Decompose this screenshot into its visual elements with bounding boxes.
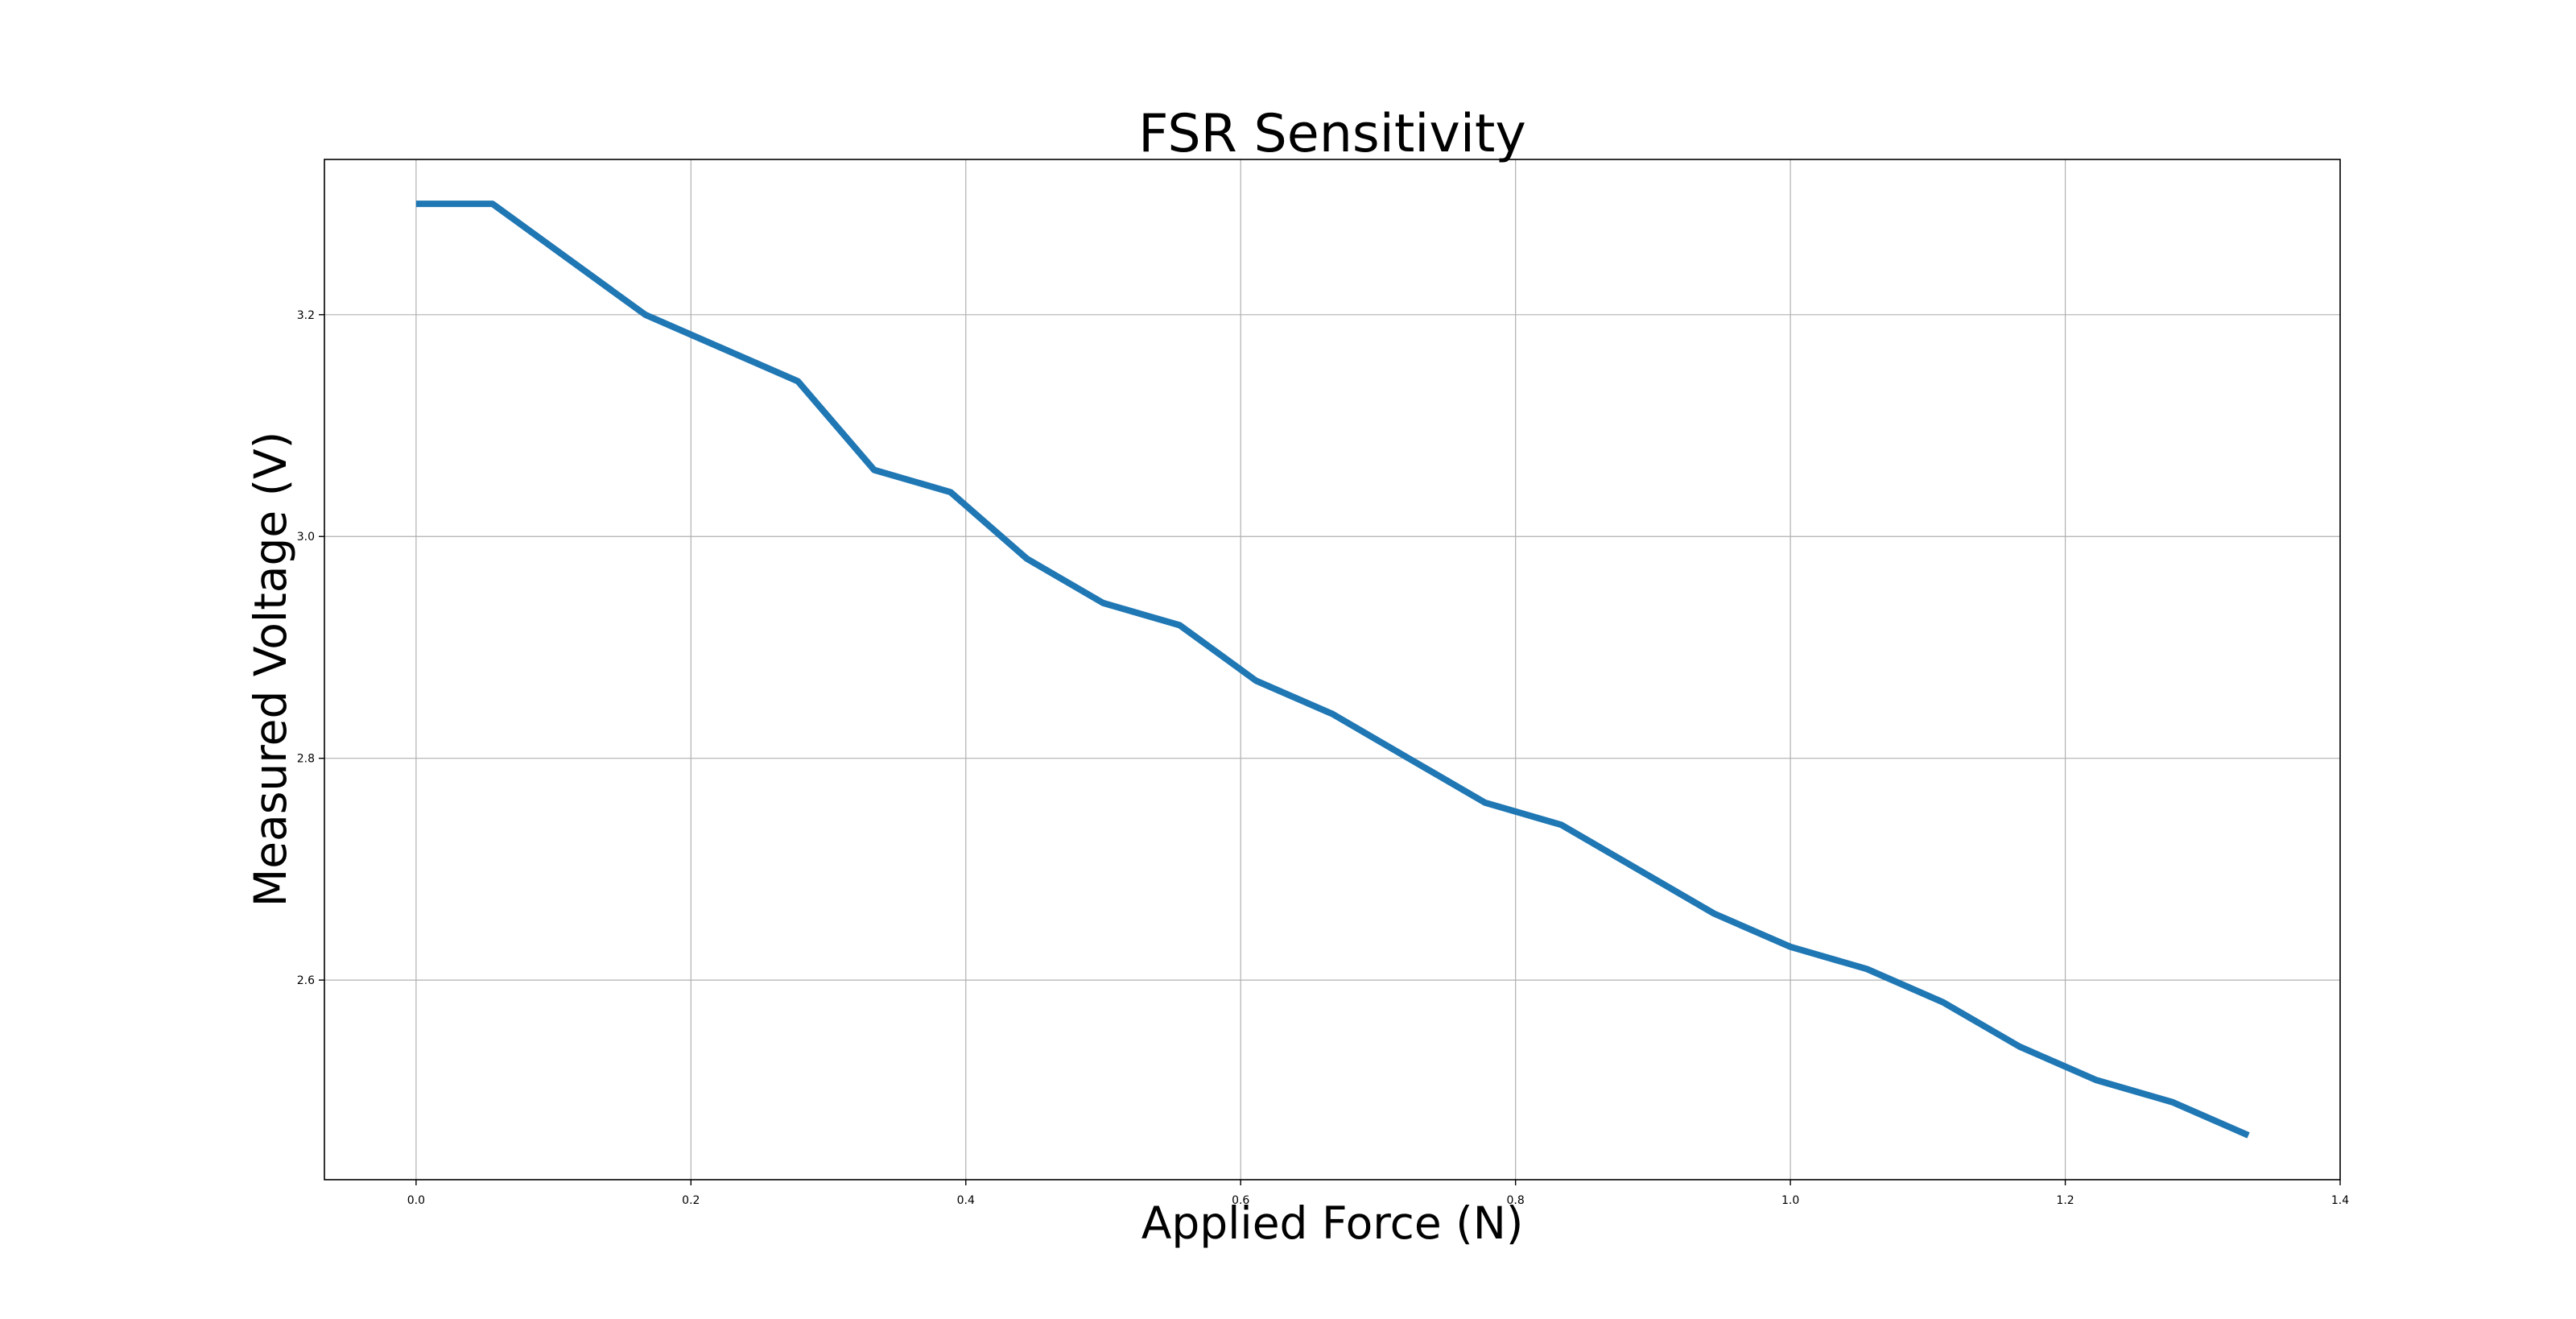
series-line: [415, 201, 2250, 1139]
data-point: [1940, 999, 1946, 1006]
data-point: [1329, 711, 1335, 717]
chart-title: FSR Sensitivity: [1138, 104, 1526, 164]
data-point: [1864, 965, 1870, 972]
x-tick-label: 1.4: [2331, 1194, 2349, 1207]
data-point: [2169, 1099, 2175, 1106]
x-axis-label: Applied Force (N): [1141, 1197, 1524, 1249]
x-tick-label: 0.2: [682, 1194, 700, 1207]
data-point: [2092, 1077, 2099, 1083]
data-point: [566, 256, 572, 263]
data-point: [718, 345, 724, 351]
data-point: [1253, 677, 1259, 684]
data-point: [1711, 910, 1717, 916]
data-point: [1176, 622, 1183, 628]
x-tick-label: 0.4: [957, 1194, 975, 1207]
x-tick-label: 1.2: [2056, 1194, 2074, 1207]
x-tick-label: 0.0: [407, 1194, 425, 1207]
data-point: [1100, 600, 1106, 606]
data-point: [1787, 944, 1794, 950]
y-tick-label: 3.2: [297, 309, 315, 322]
data-point: [795, 378, 801, 384]
x-tick-label: 0.6: [1232, 1194, 1249, 1207]
data-point: [2017, 1044, 2023, 1050]
data-point: [1024, 556, 1030, 562]
data-point: [642, 312, 648, 318]
plot-frame: [324, 159, 2341, 1180]
data-point: [871, 467, 877, 473]
data-point: [1406, 755, 1412, 762]
x-tick-label: 1.0: [1781, 1194, 1799, 1207]
data-point: [947, 489, 954, 495]
data-point: [2245, 1132, 2252, 1139]
series-layer: [413, 201, 2252, 1139]
y-tick-label: 2.6: [297, 974, 315, 987]
x-axis-ticks: 0.0 0.2 0.4 0.6 0.8 1.0 1.2 1.4: [407, 1180, 2349, 1207]
y-tick-label: 2.8: [297, 753, 315, 766]
data-point: [1482, 800, 1488, 806]
data-point: [1634, 866, 1641, 872]
y-axis-label: Measured Voltage (V): [245, 432, 296, 907]
y-tick-label: 3.0: [297, 531, 315, 544]
data-point: [413, 201, 419, 207]
grid-lines: [324, 159, 2341, 1180]
y-axis-ticks: 2.6 2.8 3.0 3.2: [297, 309, 324, 987]
data-point: [1558, 821, 1565, 828]
data-point: [489, 201, 496, 207]
x-tick-label: 0.8: [1507, 1194, 1525, 1207]
